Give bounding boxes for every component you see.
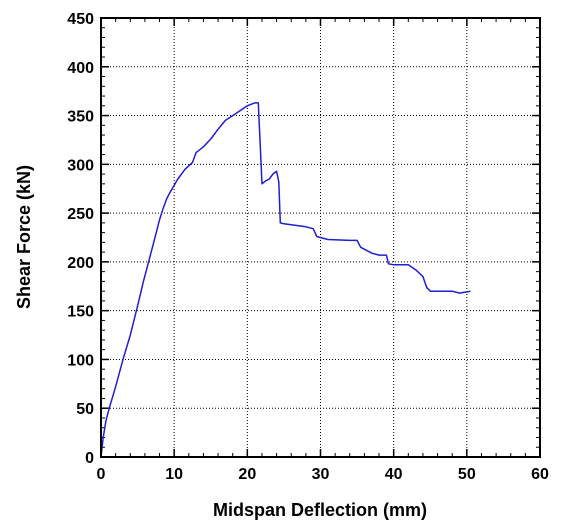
y-tick-label: 150 [67,304,94,321]
x-tick-label: 60 [531,466,549,483]
y-axis-title: Shear Force (kN) [14,165,34,309]
y-tick-labels: 0 50 100 150 200 250 300 350 400 450 [67,11,94,467]
series-line [100,102,471,458]
y-tick-label: 50 [76,401,94,418]
plot-frame [100,17,541,458]
x-tick-label: 40 [385,466,403,483]
y-tick-label: 450 [67,11,94,28]
x-tick-label: 10 [165,466,183,483]
x-tick-label: 20 [238,466,256,483]
x-tick-label: 0 [97,466,106,483]
y-tick-label: 250 [67,206,94,223]
y-tick-label: 350 [67,109,94,126]
x-axis-title: Midspan Deflection (mm) [213,500,427,520]
y-tick-label: 0 [85,450,94,467]
x-tick-label: 30 [312,466,330,483]
y-tick-label: 100 [67,352,94,369]
x-tick-labels: 0 10 20 30 40 50 60 [97,466,549,483]
x-tick-label: 50 [458,466,476,483]
series-layer [100,102,471,458]
y-tick-label: 300 [67,157,94,174]
y-tick-label: 400 [67,60,94,77]
y-tick-label: 200 [67,255,94,272]
